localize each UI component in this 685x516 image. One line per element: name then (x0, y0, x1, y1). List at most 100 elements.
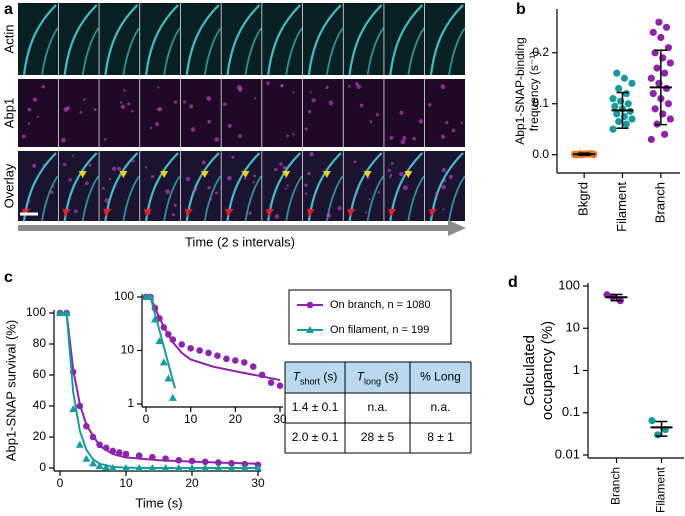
table-cell: n.a. (367, 400, 387, 414)
y-axis-label: frequency (s⁻¹) (527, 51, 541, 131)
data-point (196, 347, 203, 354)
data-point (162, 455, 169, 463)
header-main: T (293, 370, 302, 384)
data-point (609, 95, 617, 103)
y-tick-label: 100 (558, 277, 580, 292)
speckle-decor (36, 115, 39, 118)
data-point (227, 464, 236, 471)
speckle-decor (441, 184, 446, 190)
data-point (626, 107, 634, 115)
speckle-decor (448, 174, 453, 179)
speckle-decor (151, 175, 154, 179)
speckle-decor (214, 137, 220, 142)
x-tick-label: 20 (185, 476, 199, 490)
x-tick-label: 20 (229, 412, 243, 426)
x-tick-label: Bkgrd (576, 182, 591, 216)
fit-line (60, 312, 259, 465)
data-point (150, 315, 159, 323)
y-tick-label: 0.2 (532, 45, 549, 59)
speckle-decor (231, 155, 235, 159)
filament-decor (185, 4, 220, 76)
speckle-decor (252, 181, 256, 184)
y-tick-label: 0.0 (532, 147, 549, 161)
image-tile (140, 79, 181, 147)
data-point (666, 59, 674, 67)
speckle-decor (253, 97, 257, 100)
filament-decor (203, 27, 222, 76)
speckle-decor (144, 166, 148, 169)
speckle-decor (285, 187, 288, 190)
panel-label: a (4, 1, 13, 18)
speckle-decor (123, 89, 126, 92)
speckle-decor (428, 103, 432, 107)
image-tile (384, 79, 425, 147)
speckle-decor (400, 139, 406, 145)
data-point (228, 460, 235, 467)
speckle-decor (266, 81, 270, 86)
speckle-decor (442, 208, 445, 211)
x-tick-label: Branch (609, 467, 623, 505)
data-point (647, 135, 655, 144)
fit-line (60, 312, 258, 469)
data-point (169, 336, 177, 343)
yellow-arrowhead (363, 171, 372, 178)
speckle-decor (274, 214, 280, 219)
data-point (628, 115, 636, 123)
speckle-decor (292, 91, 295, 94)
yellow-arrowhead (322, 171, 331, 178)
y-tick-label: 10 (566, 320, 580, 335)
speckle-decor (131, 109, 134, 113)
image-tile (58, 79, 99, 147)
speckle-decor (325, 85, 329, 89)
speckle-decor (66, 106, 70, 110)
filament-decor (41, 175, 59, 222)
speckle-decor (440, 84, 446, 90)
filament-decor (448, 27, 466, 76)
speckle-decor (171, 213, 175, 217)
speckle-decor (68, 177, 72, 182)
speckle-decor (253, 174, 257, 178)
filament-decor (226, 4, 261, 76)
red-arrowhead (347, 209, 356, 217)
filament-decor (267, 4, 301, 76)
speckle-decor (377, 190, 381, 194)
filament-decor (22, 4, 57, 76)
speckle-decor (307, 110, 312, 114)
image-panel (18, 3, 466, 222)
time-arrow-head (448, 220, 466, 236)
speckle-decor (292, 133, 295, 136)
speckle-decor (227, 123, 232, 128)
row-label: Actin (1, 25, 16, 54)
x-tick-label: 30 (251, 476, 265, 490)
legend-marker (306, 301, 314, 309)
data-point (146, 293, 155, 300)
speckle-decor (389, 173, 393, 177)
image-tile (343, 79, 384, 147)
speckle-decor (206, 96, 212, 101)
image-tile (425, 79, 465, 147)
speckle-decor (157, 86, 160, 89)
speckle-decor (157, 107, 160, 111)
speckle-decor (226, 175, 232, 181)
data-point (655, 18, 663, 26)
data-point (174, 464, 183, 471)
filament-decor (307, 4, 342, 76)
yellow-arrowhead (241, 171, 250, 178)
red-arrowhead (62, 209, 71, 217)
data-point (102, 463, 111, 471)
data-point (149, 453, 156, 461)
speckle-decor (173, 203, 177, 207)
table-cell: 8 ± 1 (427, 430, 454, 444)
red-arrowhead (144, 209, 153, 217)
speckle-decor (390, 161, 394, 165)
data-point (89, 433, 97, 441)
data-point (201, 458, 209, 466)
speckle-decor (369, 120, 373, 124)
filament-decor (366, 175, 385, 222)
data-point (223, 355, 230, 363)
data-point (654, 431, 662, 439)
speckle-decor (441, 134, 446, 139)
data-point (75, 440, 84, 448)
data-point (615, 84, 623, 93)
